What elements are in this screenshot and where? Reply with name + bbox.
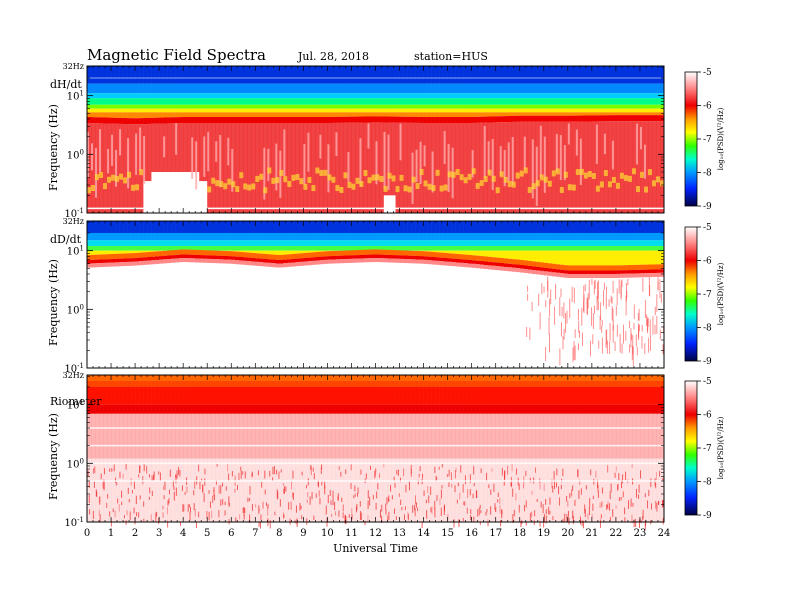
- colorbar-tick-label: -7: [703, 444, 712, 454]
- y-tick-label: 10-1: [64, 362, 84, 375]
- y-tick-label: 10-1: [64, 516, 84, 529]
- x-tick-label: 2: [132, 528, 138, 539]
- top-frequency-label: 32Hz: [63, 62, 84, 71]
- x-tick-label: 6: [228, 528, 234, 539]
- x-tick-label: 20: [561, 528, 574, 539]
- panel-1: 10-1 100 101 32Hz dD/dt Frequency (Hz) -5 -6 -7 -…: [47, 217, 725, 375]
- x-tick-label: 1: [108, 528, 114, 539]
- top-frequency-label: 32Hz: [63, 217, 84, 226]
- station-label: station=HUS: [414, 50, 488, 63]
- x-tick-label: 22: [610, 528, 623, 539]
- x-tick-label: 13: [393, 528, 406, 539]
- colorbar-tick-label: -8: [703, 169, 712, 179]
- y-tick-label: 10-1: [64, 207, 84, 220]
- x-tick-label: 16: [465, 528, 478, 539]
- colorbar: [684, 71, 698, 207]
- y-tick-label: 101: [67, 245, 84, 258]
- x-tick-label: 18: [513, 528, 526, 539]
- colorbar-tick-label: -6: [703, 102, 712, 112]
- colorbar-tick-label: -9: [703, 511, 712, 521]
- colorbar: [684, 226, 698, 362]
- colorbar-tick-label: -6: [703, 257, 712, 267]
- colorbar-tick-label: -5: [703, 68, 712, 78]
- colorbar-tick-label: -5: [703, 223, 712, 233]
- x-tick-label: 3: [156, 528, 162, 539]
- colorbar-label: log₁₀(PSD)(V²/Hz): [717, 416, 725, 479]
- y-tick-label: 101: [67, 90, 84, 103]
- x-tick-label: 15: [441, 528, 454, 539]
- x-tick-label: 19: [537, 528, 550, 539]
- colorbar-tick-label: -7: [703, 135, 712, 145]
- y-axis-label: Frequency (Hz): [47, 104, 60, 191]
- panel-label: Riometer: [50, 395, 102, 408]
- y-tick-label: 100: [67, 303, 84, 316]
- x-tick-label: 14: [417, 528, 430, 539]
- colorbar-tick-label: -9: [703, 202, 712, 212]
- y-tick-label: 100: [67, 457, 84, 470]
- x-tick-label: 21: [586, 528, 599, 539]
- colorbar-tick-label: -8: [703, 324, 712, 334]
- colorbar-label: log₁₀(PSD)(V²/Hz): [717, 262, 725, 325]
- x-tick-label: 23: [634, 528, 647, 539]
- y-axis-label: Frequency (Hz): [47, 259, 60, 346]
- x-tick-label: 12: [369, 528, 382, 539]
- top-frequency-label: 32Hz: [63, 371, 84, 380]
- x-tick-label: 24: [658, 528, 671, 539]
- x-tick-label: 11: [345, 528, 358, 539]
- x-axis-label: Universal Time: [333, 542, 418, 555]
- colorbar: [684, 380, 698, 516]
- y-tick-label: 100: [67, 148, 84, 161]
- colorbar-tick-label: -8: [703, 478, 712, 488]
- y-axis-label: Frequency (Hz): [47, 413, 60, 500]
- y-tick-label: 101: [67, 399, 84, 412]
- x-tick-label: 8: [276, 528, 282, 539]
- panel-label: dH/dt: [50, 78, 82, 91]
- panel-label: dD/dt: [50, 233, 82, 246]
- colorbar-label: log₁₀(PSD)(V²/Hz): [717, 107, 725, 170]
- x-tick-label: 7: [252, 528, 258, 539]
- x-tick-label: 17: [489, 528, 502, 539]
- panel-0: 10-1 100 101 32Hz dH/dt Frequency (Hz) -5 -6 -7 -…: [47, 62, 725, 220]
- colorbar-tick-label: -6: [703, 411, 712, 421]
- x-tick-label: 0: [84, 528, 90, 539]
- colorbar-tick-label: -5: [703, 377, 712, 387]
- chart-title: Magnetic Field Spectra: [87, 46, 266, 64]
- x-tick-label: 9: [300, 528, 306, 539]
- x-tick-label: 5: [204, 528, 210, 539]
- x-tick-label: 10: [321, 528, 334, 539]
- colorbar-tick-label: -9: [703, 357, 712, 367]
- x-tick-label: 4: [180, 528, 186, 539]
- chart-date: Jul. 28, 2018: [298, 50, 369, 63]
- colorbar-tick-label: -7: [703, 290, 712, 300]
